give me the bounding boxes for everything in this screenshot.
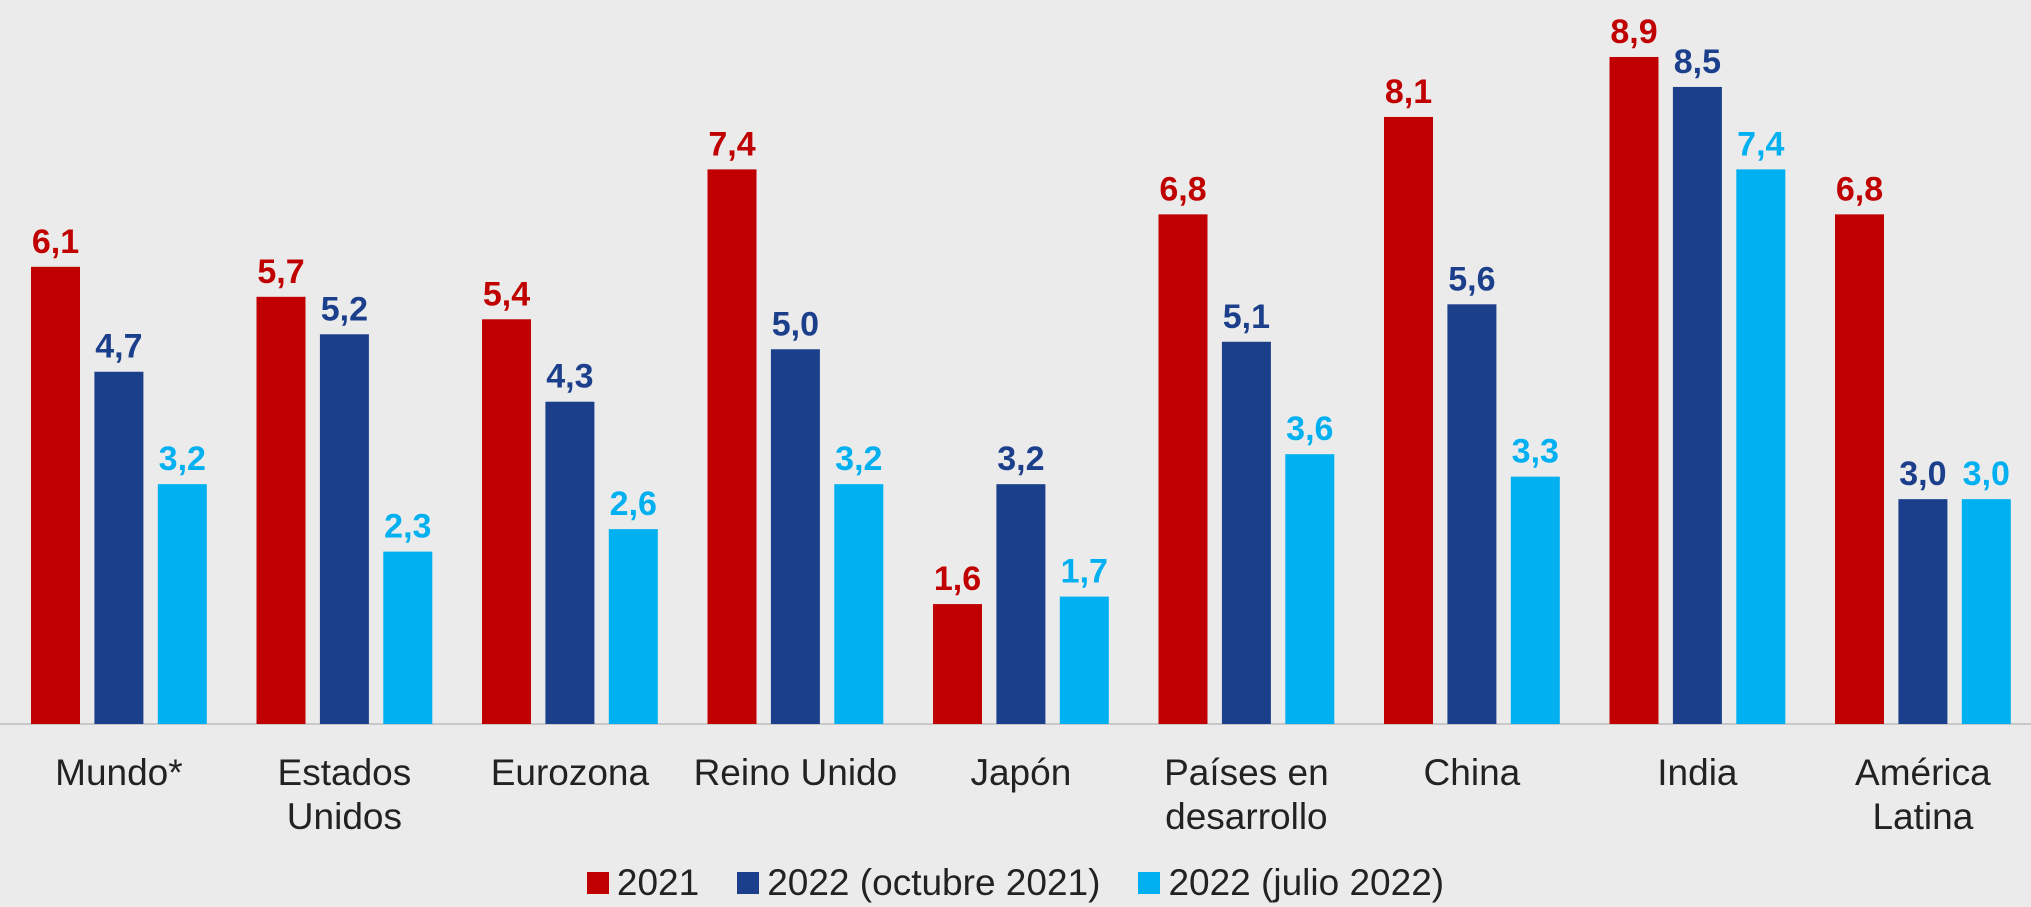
x-tick-label: Japón — [970, 752, 1072, 793]
value-label: 3,6 — [1286, 410, 1333, 448]
x-tick-label: Estados Unidos — [277, 752, 412, 837]
value-label: 8,9 — [1610, 13, 1657, 51]
value-label: 7,4 — [708, 125, 755, 163]
bar — [1384, 116, 1433, 724]
value-label: 2,3 — [384, 508, 431, 546]
bar — [157, 484, 207, 724]
x-tick-label: América Latina — [1855, 752, 1991, 837]
x-tick-label: India — [1657, 752, 1738, 793]
value-label: 5,6 — [1448, 260, 1495, 298]
bar — [1285, 454, 1335, 724]
bar — [1961, 499, 2011, 724]
bar — [1158, 214, 1208, 724]
bar — [1059, 596, 1109, 724]
bar — [1736, 169, 1786, 725]
value-label: 3,2 — [159, 440, 206, 478]
bar — [545, 401, 595, 724]
value-label: 5,4 — [483, 275, 530, 313]
bar — [933, 604, 982, 724]
bar — [770, 349, 820, 724]
bar — [1510, 476, 1560, 724]
x-tick-label: Países en desarrollo — [1164, 752, 1329, 837]
legend: 2021 2022 (octubre 2021) 2022 (julio 2022) — [0, 862, 2031, 904]
bar — [1221, 341, 1271, 724]
value-label: 5,0 — [772, 305, 819, 343]
value-label: 1,7 — [1061, 553, 1108, 591]
value-label: 2,6 — [610, 485, 657, 523]
bar — [256, 296, 306, 724]
legend-swatch — [1138, 872, 1161, 894]
bar — [482, 319, 531, 724]
value-label: 1,6 — [934, 560, 981, 598]
value-label: 3,0 — [1963, 455, 2010, 493]
bar — [996, 484, 1046, 724]
bar — [1835, 214, 1884, 724]
bar — [1447, 304, 1497, 724]
value-label: 5,7 — [257, 253, 304, 291]
value-label: 4,7 — [95, 328, 142, 366]
value-label: 3,2 — [997, 440, 1044, 478]
bar — [834, 484, 884, 724]
legend-item: 2022 (octubre 2021) — [737, 862, 1100, 904]
value-label: 8,1 — [1385, 73, 1432, 111]
value-label: 5,2 — [321, 290, 368, 328]
legend-swatch — [586, 872, 609, 894]
value-label: 6,1 — [32, 223, 79, 261]
legend-item: 2022 (julio 2022) — [1138, 862, 1444, 904]
bar — [1672, 86, 1722, 724]
value-label: 5,1 — [1223, 298, 1270, 336]
bar — [31, 266, 80, 724]
value-label: 7,4 — [1737, 125, 1784, 163]
value-label: 3,3 — [1512, 433, 1559, 471]
legend-swatch — [737, 872, 760, 894]
bar — [1609, 56, 1659, 724]
x-tick-label: Eurozona — [490, 752, 650, 793]
bar — [1898, 499, 1948, 724]
bar — [94, 371, 144, 724]
value-label: 4,3 — [546, 358, 593, 396]
legend-label: 2022 (julio 2022) — [1168, 862, 1445, 903]
bar — [707, 169, 757, 725]
legend-label: 2021 — [616, 862, 700, 903]
value-label: 6,8 — [1836, 170, 1883, 208]
x-tick-label: Mundo* — [55, 752, 183, 793]
value-label: 3,2 — [835, 440, 882, 478]
bar — [383, 551, 433, 724]
legend-label: 2022 (octubre 2021) — [767, 862, 1101, 903]
x-tick-label: Reino Unido — [693, 752, 898, 793]
legend-item: 2021 — [586, 862, 700, 904]
value-label: 3,0 — [1899, 455, 1946, 493]
x-tick-label: China — [1423, 752, 1521, 793]
bar — [608, 529, 658, 724]
value-label: 6,8 — [1159, 170, 1206, 208]
bar — [319, 334, 369, 724]
value-label: 8,5 — [1674, 43, 1721, 81]
